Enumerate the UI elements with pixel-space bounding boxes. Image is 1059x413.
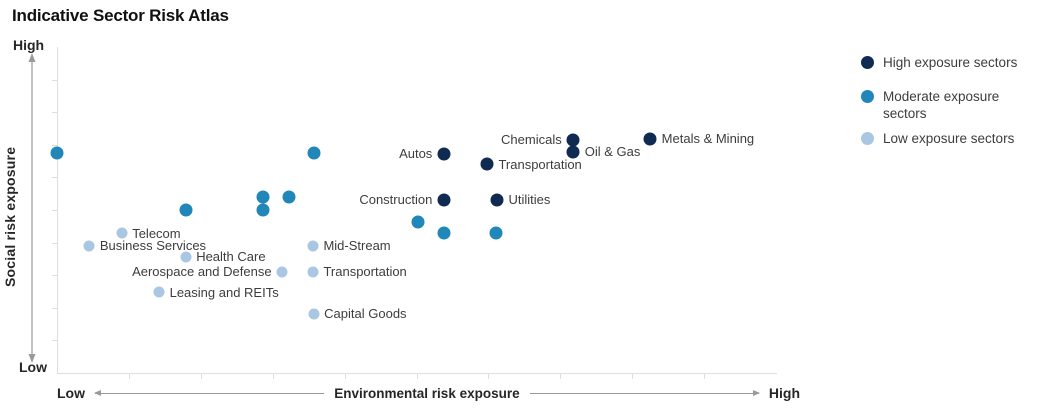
data-point-leasing-and-reits: Leasing and REITs xyxy=(153,285,279,300)
legend-item-moderate-exposure: Moderate exposure sectors xyxy=(861,88,1041,122)
data-point-construction: Construction xyxy=(359,192,451,207)
data-point-label: Chemicals xyxy=(501,132,562,148)
data-point-label: Transportation xyxy=(323,264,407,280)
y-axis-tick xyxy=(52,340,57,342)
x-axis-line xyxy=(57,373,777,374)
data-point-label: Oil & Gas xyxy=(584,144,641,160)
data-point-label: Health Care xyxy=(196,249,266,265)
x-axis-low-label: Low xyxy=(57,385,85,401)
data-point-label: Utilities xyxy=(508,192,551,208)
data-point xyxy=(489,226,503,240)
data-point xyxy=(307,146,321,160)
x-axis-tick xyxy=(488,374,490,379)
y-axis-tick xyxy=(52,177,57,179)
y-axis-high-label: High xyxy=(13,37,45,53)
data-point-label: Transportation xyxy=(498,156,582,172)
x-axis-tick xyxy=(704,374,706,379)
y-axis-tick xyxy=(52,112,57,114)
y-axis-tick xyxy=(52,242,57,244)
x-axis-tick xyxy=(416,374,418,379)
high-exposure-dot-icon xyxy=(861,56,874,69)
x-axis-tick xyxy=(560,374,562,379)
x-axis-label-row: Low Environmental risk exposure High xyxy=(57,385,800,401)
x-axis-tick xyxy=(128,374,130,379)
data-point xyxy=(411,215,425,229)
data-point-label: Telecom xyxy=(132,225,181,241)
legend-label: Moderate exposure sectors xyxy=(883,89,1000,121)
data-point xyxy=(179,203,193,217)
y-axis-title: Social risk exposure xyxy=(2,146,18,288)
y-axis-tick xyxy=(52,307,57,309)
data-point xyxy=(256,190,270,204)
low-exposure-dot-icon xyxy=(861,132,874,145)
y-axis-line xyxy=(57,47,58,373)
data-point xyxy=(256,203,270,217)
data-point-aerospace-and-defense: Aerospace and Defense xyxy=(132,264,288,279)
data-point-business-services: Business Services xyxy=(83,238,206,253)
data-point-health-care: Health Care xyxy=(180,249,266,264)
data-point-label: Aerospace and Defense xyxy=(132,264,272,280)
data-point-autos: Autos xyxy=(399,146,451,161)
x-axis-title: Environmental risk exposure xyxy=(334,385,520,401)
x-axis-tick xyxy=(344,374,346,379)
y-axis-arrow xyxy=(28,53,36,363)
moderate-exposure-dot-icon xyxy=(861,90,874,103)
data-point xyxy=(50,146,64,160)
x-axis-right-arrow xyxy=(529,389,760,396)
y-axis-tick xyxy=(52,79,57,81)
data-point-label: Capital Goods xyxy=(324,306,407,322)
y-axis-tick xyxy=(52,144,57,146)
x-axis-tick xyxy=(632,374,634,379)
data-point-mid-stream: Mid-Stream xyxy=(307,238,391,253)
legend-item-high-exposure: High exposure sectors xyxy=(861,54,1017,71)
arrow-left-icon xyxy=(94,389,101,396)
data-point-utilities: Utilities xyxy=(490,192,550,207)
x-axis-tick xyxy=(272,374,274,379)
data-point-label: Autos xyxy=(399,146,433,162)
data-point xyxy=(282,190,296,204)
data-point-transportation: Transportation xyxy=(307,264,407,279)
data-point-metals-mining: Metals & Mining xyxy=(643,131,754,146)
x-axis-tick xyxy=(200,374,202,379)
data-point-telecom: Telecom xyxy=(116,226,181,241)
data-point-label: Construction xyxy=(359,192,433,208)
legend-item-low-exposure: Low exposure sectors xyxy=(861,130,1014,147)
data-point-oil-gas: Oil & Gas xyxy=(566,144,640,159)
x-axis-high-label: High xyxy=(768,385,800,401)
legend-label: High exposure sectors xyxy=(883,55,1018,70)
data-point-chemicals: Chemicals xyxy=(501,132,580,147)
data-point-transportation: Transportation xyxy=(480,157,582,172)
data-point-label: Business Services xyxy=(99,238,207,254)
data-point xyxy=(437,226,451,240)
legend-label: Low exposure sectors xyxy=(883,131,1015,146)
chart-title: Indicative Sector Risk Atlas xyxy=(12,6,229,25)
y-axis-low-label: Low xyxy=(19,359,47,375)
y-axis-tick xyxy=(52,210,57,211)
y-axis-tick xyxy=(52,275,57,277)
arrow-right-icon xyxy=(752,389,760,396)
data-point-capital-goods: Capital Goods xyxy=(308,306,407,321)
data-point-label: Leasing and REITs xyxy=(169,284,279,300)
data-point-label: Metals & Mining xyxy=(661,131,755,147)
x-axis-left-arrow xyxy=(94,389,325,396)
data-point-label: Mid-Stream xyxy=(323,238,391,254)
